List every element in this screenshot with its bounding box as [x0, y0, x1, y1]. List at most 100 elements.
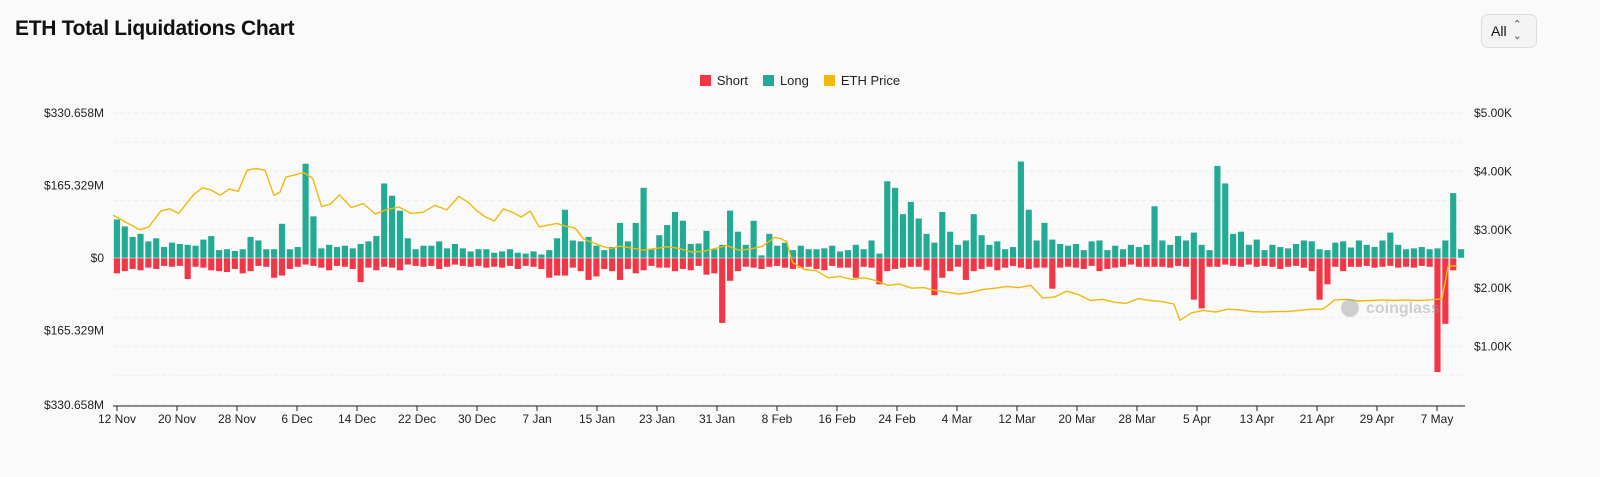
short-bar: [404, 258, 411, 265]
long-bar: [200, 239, 207, 258]
short-bar: [1371, 258, 1378, 268]
long-bar: [554, 238, 561, 258]
short-bar: [1214, 258, 1221, 267]
long-bar: [1402, 249, 1410, 258]
short-bar: [1096, 258, 1103, 272]
short-bar: [1104, 258, 1111, 269]
long-bar: [664, 225, 671, 258]
long-bar: [388, 195, 396, 258]
long-bar: [876, 253, 883, 258]
short-bar: [1363, 258, 1370, 266]
short-bar: [1112, 258, 1119, 268]
long-bar: [1143, 244, 1150, 258]
long-bar: [1214, 165, 1221, 258]
short-bar: [994, 258, 1001, 271]
x-tick-label: 7 May: [1421, 412, 1454, 426]
long-bar: [176, 243, 183, 258]
short-bar: [475, 258, 482, 266]
short-bar: [192, 258, 199, 267]
long-bar: [1135, 247, 1142, 258]
short-bar: [121, 258, 128, 272]
long-bar: [1104, 250, 1111, 258]
long-bar: [1316, 249, 1323, 258]
short-bar: [939, 258, 946, 278]
short-bar: [899, 258, 907, 268]
long-bar: [577, 241, 584, 258]
short-bar: [168, 258, 176, 267]
long-bar: [483, 249, 490, 258]
long-bar: [1285, 248, 1292, 258]
short-bar: [1434, 258, 1441, 373]
short-bar: [145, 258, 152, 268]
short-bar: [1222, 258, 1229, 265]
x-tick-label: 16 Feb: [818, 412, 856, 426]
short-bar: [1253, 258, 1260, 267]
short-bar: [436, 258, 443, 269]
long-bar: [624, 241, 631, 258]
short-bar: [506, 258, 514, 266]
long-bar: [734, 231, 741, 258]
long-bar: [884, 181, 891, 258]
long-bar: [656, 235, 663, 258]
long-bar: [499, 251, 506, 258]
x-tick-label: 12 Mar: [998, 412, 1035, 426]
long-bar: [687, 243, 694, 258]
legend-swatch-short: [699, 75, 711, 86]
short-bar: [388, 258, 396, 268]
short-bar: [263, 258, 270, 267]
long-bar: [1222, 183, 1229, 258]
long-bar: [145, 241, 152, 258]
legend-item-long[interactable]: Long: [762, 73, 809, 88]
y-left-tick-label: $330.658M: [44, 106, 104, 120]
long-bar: [931, 242, 938, 258]
short-bar: [884, 258, 891, 272]
short-bar: [349, 258, 356, 269]
x-tick-label: 15 Jan: [579, 412, 615, 426]
short-bar: [420, 258, 427, 267]
short-bar: [357, 258, 364, 283]
legend-swatch-long: [762, 75, 774, 86]
short-bar: [216, 258, 223, 272]
y-right-tick-label: $5.00K: [1474, 106, 1512, 120]
short-bar: [1285, 258, 1292, 267]
short-bar: [923, 258, 930, 271]
long-bar: [1245, 244, 1252, 258]
legend-item-short[interactable]: Short: [699, 73, 748, 88]
short-bar: [231, 258, 238, 269]
long-bar: [381, 183, 388, 258]
long-bar: [1308, 241, 1315, 258]
long-bar: [1112, 245, 1119, 258]
short-bar: [381, 258, 388, 267]
short-bar: [444, 258, 451, 267]
long-bar: [616, 222, 624, 258]
long-bar: [530, 251, 537, 258]
short-bar: [318, 258, 325, 268]
short-bar: [962, 258, 969, 280]
short-bar: [1395, 258, 1402, 268]
y-right-tick-label: $3.00K: [1474, 223, 1512, 237]
long-bar: [1332, 242, 1339, 258]
long-bar: [899, 214, 907, 258]
short-bar: [632, 258, 639, 274]
short-bar: [271, 258, 278, 278]
short-bar: [640, 258, 647, 271]
long-bar: [1009, 247, 1017, 258]
long-bar: [813, 249, 820, 258]
short-bar: [1410, 258, 1417, 268]
short-bar: [1143, 258, 1150, 267]
x-tick-label: 21 Apr: [1300, 412, 1335, 426]
short-bar: [1206, 258, 1213, 267]
long-bar: [1049, 239, 1056, 258]
long-bar: [451, 243, 458, 258]
legend-item-eth-price[interactable]: ETH Price: [823, 73, 900, 88]
short-bar: [396, 258, 403, 271]
short-bar: [514, 258, 521, 269]
short-bar: [1159, 258, 1166, 267]
chevron-up-down-icon: ⌃ ⌄: [1512, 19, 1522, 42]
range-select[interactable]: All ⌃ ⌄: [1481, 14, 1537, 48]
long-bar: [947, 231, 954, 258]
short-bar: [153, 258, 160, 269]
short-bar: [1025, 258, 1032, 269]
short-bar: [333, 258, 341, 266]
long-bar: [223, 249, 231, 258]
